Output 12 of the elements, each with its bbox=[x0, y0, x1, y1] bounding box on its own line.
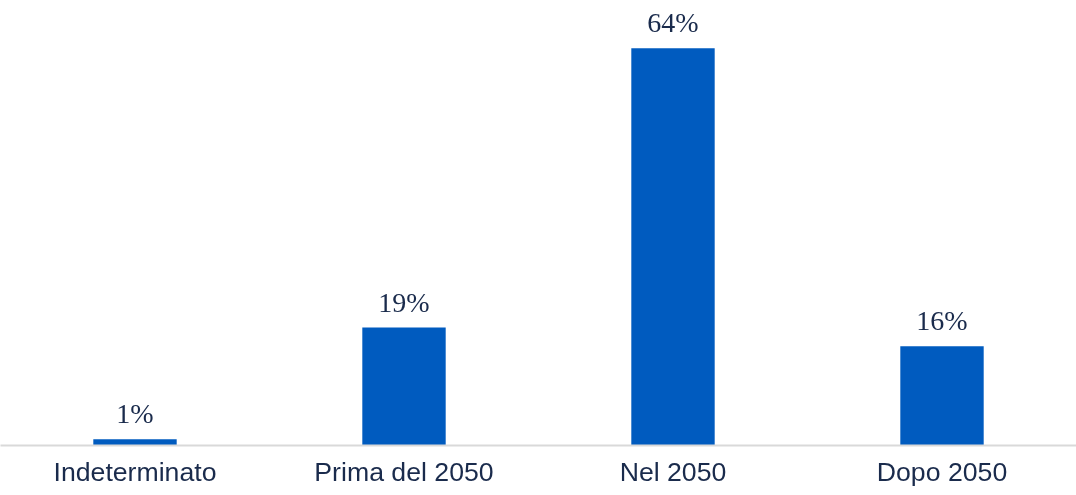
bar bbox=[93, 439, 177, 446]
bar bbox=[631, 48, 715, 446]
x-tick-label: Indeterminato bbox=[53, 456, 217, 487]
x-tick-label: Nel 2050 bbox=[619, 456, 727, 487]
data-label: 64% bbox=[647, 7, 699, 39]
x-tick-label: Prima del 2050 bbox=[314, 456, 494, 487]
bar bbox=[900, 346, 984, 446]
data-label: 19% bbox=[378, 286, 430, 318]
bar bbox=[362, 327, 446, 446]
x-tick-label: Dopo 2050 bbox=[876, 456, 1008, 487]
data-label: 16% bbox=[916, 305, 968, 337]
data-label: 1% bbox=[116, 398, 154, 430]
